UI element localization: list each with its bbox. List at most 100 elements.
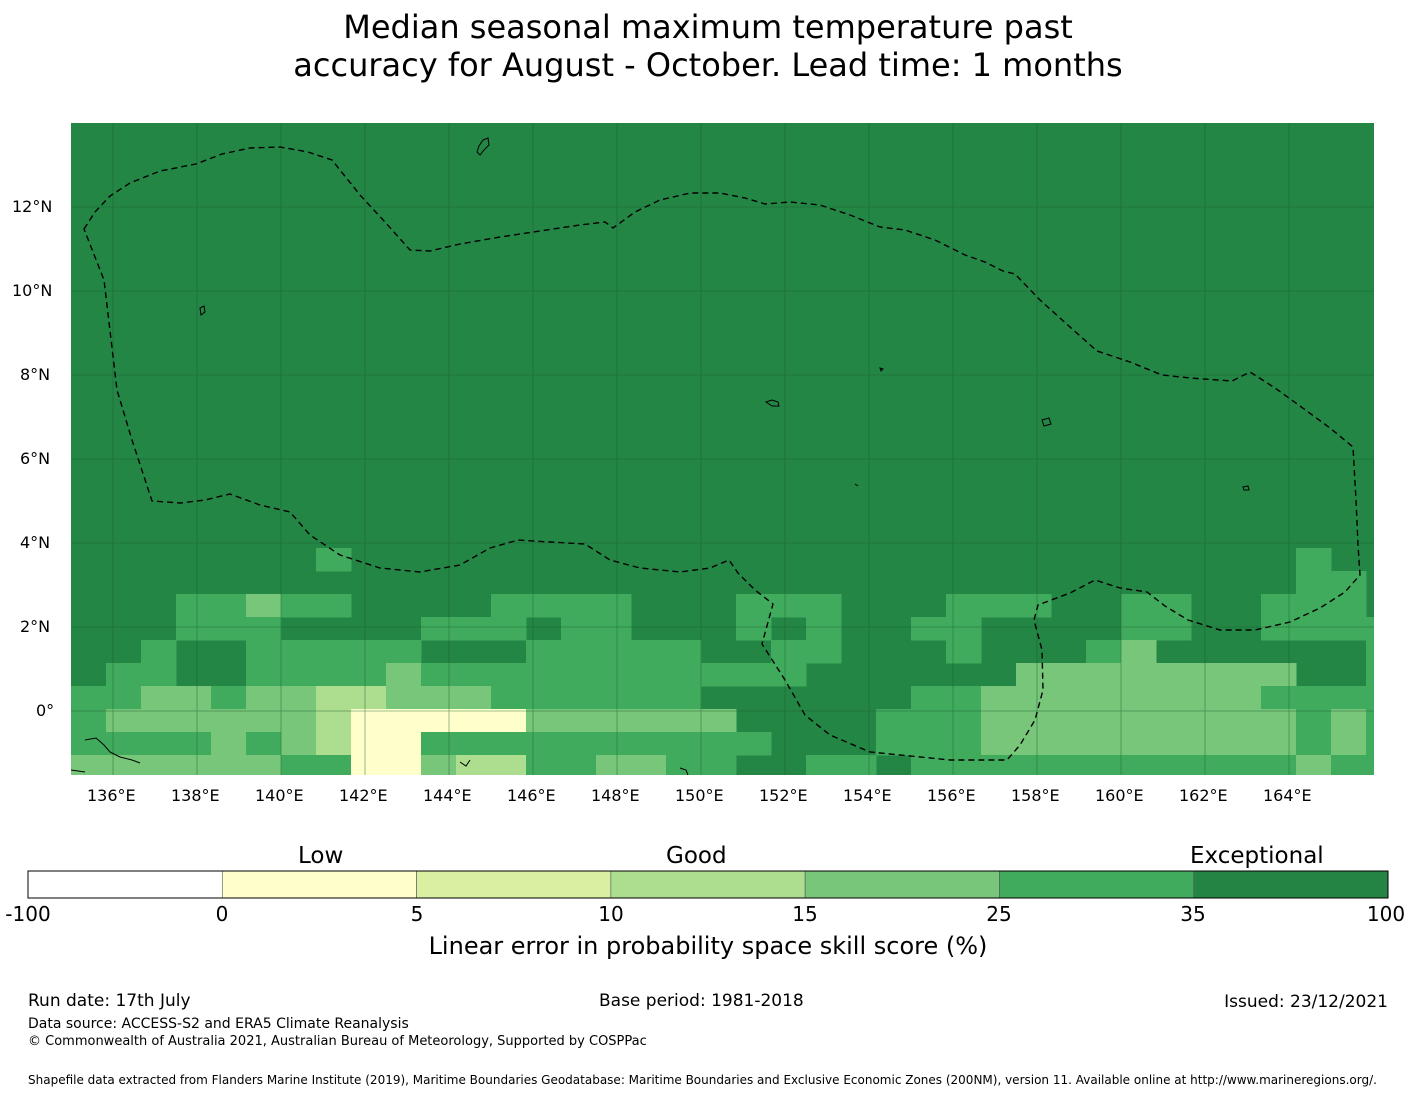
skill-cell (211, 594, 247, 618)
skill-cell (596, 617, 632, 641)
lon-label: 146°E (507, 786, 556, 805)
colorbar-tick: 25 (986, 902, 1012, 926)
skill-cell (1366, 778, 1402, 802)
skill-cell (491, 732, 527, 756)
skill-cell (316, 686, 352, 710)
skill-cell (1156, 686, 1192, 710)
skill-cell (386, 709, 422, 733)
skill-cell (491, 594, 527, 618)
skill-cell (596, 686, 632, 710)
skill-cell (351, 732, 387, 756)
run-date: Run date: 17th July (28, 991, 191, 1011)
lon-label: 144°E (423, 786, 472, 805)
skill-cell (1191, 755, 1227, 775)
skill-cell (911, 617, 947, 641)
skill-cell (1366, 732, 1374, 756)
colorbar-segment (27, 870, 223, 899)
skill-cell (736, 663, 772, 687)
skill-cell (1156, 755, 1192, 775)
skill-cell (141, 686, 177, 710)
skill-cell (1086, 755, 1122, 775)
colorbar-tick: 0 (215, 902, 229, 926)
skill-cell (1366, 663, 1374, 687)
skill-cell (561, 663, 597, 687)
skill-cell (491, 686, 527, 710)
skill-cell (141, 732, 177, 756)
skill-cell (421, 709, 457, 733)
colorbar-tick: -100 (5, 902, 51, 926)
skill-cell (1121, 640, 1157, 664)
skill-cell (106, 732, 142, 756)
island-kosrae (1242, 485, 1250, 491)
skill-cell (386, 732, 422, 756)
skill-cell (736, 594, 772, 618)
skill-cell (176, 755, 212, 775)
skill-cell (211, 617, 247, 641)
skill-cell (631, 755, 667, 775)
skill-cell (1121, 617, 1157, 641)
skill-cell (176, 617, 212, 641)
skill-cell (771, 663, 807, 687)
island-chuuk (764, 399, 780, 407)
skill-cell (1366, 709, 1374, 733)
skill-cell (1296, 571, 1332, 595)
skill-cell (1051, 686, 1087, 710)
skill-cell (246, 640, 282, 664)
skill-cell (141, 755, 177, 775)
skill-cell (1331, 778, 1367, 802)
colorbar-segment (804, 870, 1000, 899)
lon-label: 148°E (591, 786, 640, 805)
lat-label: 12°N (12, 197, 53, 216)
skill-cell (1296, 755, 1332, 775)
skill-cell (1121, 732, 1157, 756)
skill-cell (1331, 709, 1367, 733)
colorbar-category-good: Good (666, 843, 727, 869)
skill-cell (1086, 686, 1122, 710)
skill-cell (806, 617, 842, 641)
skill-cell (316, 663, 352, 687)
skill-cell (1156, 594, 1192, 618)
colorbar (27, 870, 1389, 899)
skill-cell (1016, 732, 1052, 756)
skill-cell (456, 709, 492, 733)
skill-cell (1156, 709, 1192, 733)
skill-cell (1226, 801, 1262, 825)
skill-cell (561, 732, 597, 756)
skill-cell (1261, 594, 1297, 618)
skill-cell (491, 663, 527, 687)
skill-cell (1366, 617, 1374, 641)
skill-cell (631, 663, 667, 687)
map-title-line-1: Median seasonal maximum temperature past (343, 8, 1073, 46)
skill-cell (911, 686, 947, 710)
skill-cell (386, 778, 422, 802)
skill-cell (1191, 663, 1227, 687)
skill-cell (281, 732, 317, 756)
colorbar-category-low: Low (298, 843, 344, 869)
colorbar-segment (999, 870, 1195, 899)
lon-label: 162°E (1179, 786, 1228, 805)
lon-label: 136°E (87, 786, 136, 805)
skill-cell (946, 755, 982, 775)
skill-cell (1401, 801, 1416, 825)
lat-label: 6°N (20, 449, 51, 468)
skill-cell (596, 709, 632, 733)
skill-cell (176, 686, 212, 710)
skill-cell (806, 594, 842, 618)
skill-cell (981, 594, 1017, 618)
lon-label: 150°E (675, 786, 724, 805)
colorbar-label: Linear error in probability space skill … (428, 932, 988, 960)
skill-cell (71, 709, 107, 733)
skill-cell (106, 709, 142, 733)
skill-cell (491, 709, 527, 733)
skill-cell (911, 709, 947, 733)
skill-cell (701, 663, 737, 687)
skill-cell (141, 640, 177, 664)
skill-cell (946, 709, 982, 733)
skill-cell (211, 686, 247, 710)
lon-label: 154°E (843, 786, 892, 805)
skill-cell (1331, 755, 1367, 775)
skill-cell (1296, 686, 1332, 710)
skill-cell (1051, 755, 1087, 775)
base-period: Base period: 1981-2018 (599, 991, 804, 1011)
